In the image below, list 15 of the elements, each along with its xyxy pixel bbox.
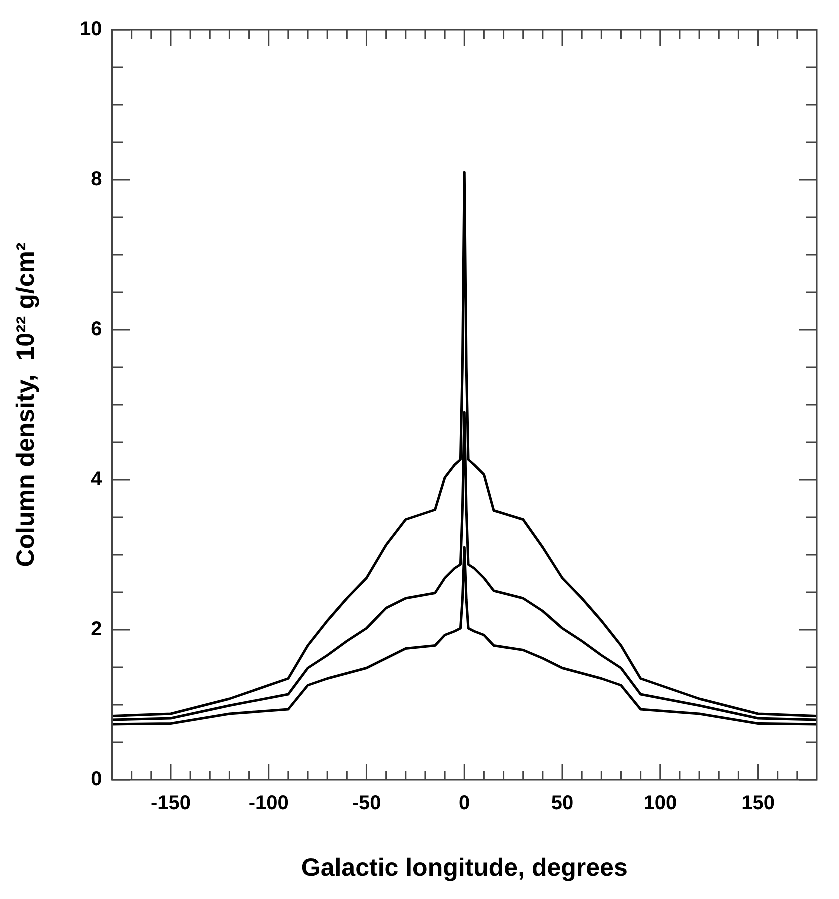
x-tick-label: 100 [644, 792, 678, 815]
y-tick-label: 6 [91, 318, 102, 341]
x-tick-label: -150 [150, 792, 191, 815]
x-tick-label: -100 [248, 792, 289, 815]
y-tick-label: 0 [91, 768, 102, 791]
y-tick-label: 8 [91, 168, 102, 191]
x-tick-label: 0 [459, 792, 470, 815]
x-tick-label: 50 [551, 792, 574, 815]
y-tick-label: 4 [91, 468, 104, 491]
y-tick-label: 2 [91, 618, 102, 641]
y-tick-label: 10 [80, 18, 102, 41]
x-tick-label: 150 [742, 792, 775, 815]
y-axis-title: Column density, 10²² g/cm² [12, 242, 40, 568]
x-tick-label: -50 [352, 792, 382, 815]
x-axis-title: Galactic longitude, degrees [301, 854, 628, 882]
